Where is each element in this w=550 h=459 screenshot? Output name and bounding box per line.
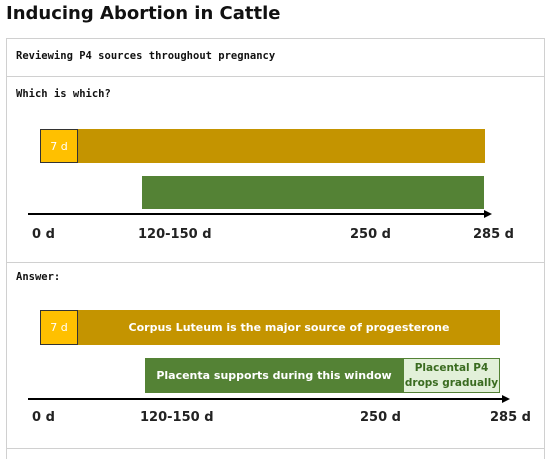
cl-days: 7 d — [40, 129, 78, 163]
row-text: Answer: — [16, 271, 61, 283]
panel — [6, 38, 545, 459]
axis-arrow — [502, 395, 510, 403]
placenta-bar — [142, 176, 484, 209]
cl-bar — [40, 129, 485, 163]
cl-bar: Corpus Luteum is the major source of pro… — [78, 310, 500, 345]
row-text: Reviewing P4 sources throughout pregnanc… — [16, 50, 276, 62]
axis-line — [28, 213, 484, 215]
placenta-bar: Placenta supports during this window — [145, 358, 403, 393]
cl-days: 7 d — [40, 310, 78, 345]
axis-arrow — [484, 210, 492, 218]
axis-label: 285 d — [473, 227, 514, 242]
title: Inducing Abortion in Cattle — [6, 3, 281, 24]
divider — [6, 262, 545, 263]
axis-label: 285 d — [490, 410, 531, 425]
axis-label: 250 d — [360, 410, 401, 425]
axis-label: 120-150 d — [140, 410, 214, 425]
axis-label: 0 d — [32, 227, 55, 242]
divider — [6, 448, 545, 449]
axis-label: 0 d — [32, 410, 55, 425]
row-text: Which is which? — [16, 88, 111, 100]
axis-label: 120-150 d — [138, 227, 212, 242]
decline-box: Placental P4 drops gradually — [403, 358, 500, 393]
axis-label: 250 d — [350, 227, 391, 242]
divider — [6, 76, 545, 77]
axis-line — [28, 398, 502, 400]
